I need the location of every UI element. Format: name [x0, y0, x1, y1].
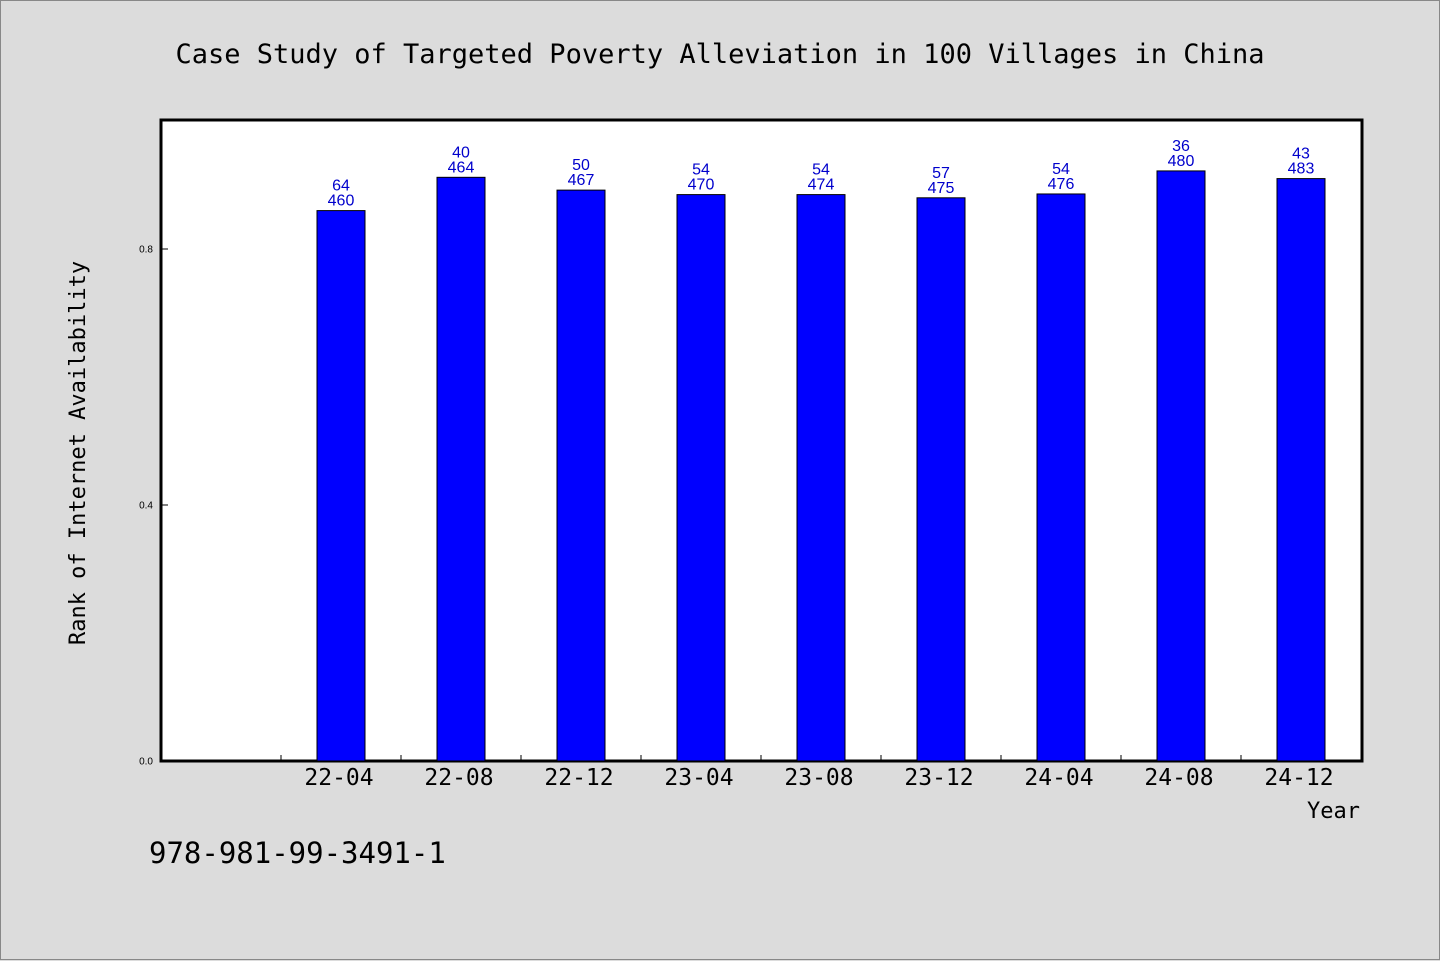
- bar-label-bottom: 460: [328, 193, 355, 210]
- bar-22-12: [556, 189, 606, 762]
- bar-24-12: [1276, 178, 1326, 762]
- bar-23-08: [796, 194, 846, 762]
- bar-24-08: [1156, 170, 1206, 762]
- x-tick-label: 24-12: [1264, 765, 1333, 791]
- bar-label-bottom: 476: [1048, 176, 1075, 193]
- bar-label-top: 54: [1052, 161, 1070, 178]
- bar-label-bottom: 464: [448, 159, 475, 176]
- bar-23-12: [916, 197, 966, 762]
- bar-22-04: [316, 210, 366, 762]
- x-tick-label: 22-12: [544, 765, 613, 791]
- bar-24-04: [1036, 193, 1086, 762]
- bar-22-08: [436, 176, 486, 762]
- bar-label-top: 54: [812, 162, 830, 179]
- x-tick-label: 22-04: [304, 765, 373, 791]
- bar-label-bottom: 475: [928, 180, 955, 197]
- bar-23-04: [676, 194, 726, 762]
- x-tick-label: 23-12: [904, 765, 973, 791]
- bar-label-top: 50: [572, 157, 590, 174]
- bar-label-bottom: 474: [808, 177, 835, 194]
- bar-label-bottom: 483: [1288, 161, 1315, 178]
- x-tick-label: 24-04: [1024, 765, 1093, 791]
- bar-label-top: 40: [452, 144, 470, 161]
- x-axis-label: Year: [1307, 799, 1360, 824]
- bar-label-top: 64: [332, 178, 350, 195]
- bar-label-bottom: 467: [568, 172, 595, 189]
- bars: [316, 170, 1326, 762]
- bar-label-top: 57: [932, 165, 950, 182]
- isbn-footer: 978-981-99-3491-1: [149, 836, 446, 870]
- y-tick-label: 0.8: [139, 245, 153, 256]
- bar-label-bottom: 470: [688, 177, 715, 194]
- x-tick-label: 24-08: [1144, 765, 1213, 791]
- bar-label-bottom: 480: [1168, 153, 1195, 170]
- y-axis-label: Rank of Internet Availability: [66, 261, 91, 645]
- x-tick-label: 23-04: [664, 765, 733, 791]
- x-axis-ticks: 22-04 22-08 22-12 23-04 23-08 23-12 24-04 24-08…: [280, 755, 1334, 791]
- bar-label-top: 54: [692, 162, 710, 179]
- chart-title: Case Study of Targeted Poverty Alleviati…: [175, 39, 1264, 70]
- bar-label-top: 36: [1172, 138, 1190, 155]
- y-tick-label: 0.4: [139, 501, 153, 512]
- bar-label-top: 43: [1292, 146, 1310, 163]
- x-tick-label: 22-08: [424, 765, 493, 791]
- y-axis-ticks: 0.0 0.4 0.8: [139, 245, 168, 768]
- x-tick-label: 23-08: [784, 765, 853, 791]
- y-tick-label: 0.0: [139, 757, 153, 768]
